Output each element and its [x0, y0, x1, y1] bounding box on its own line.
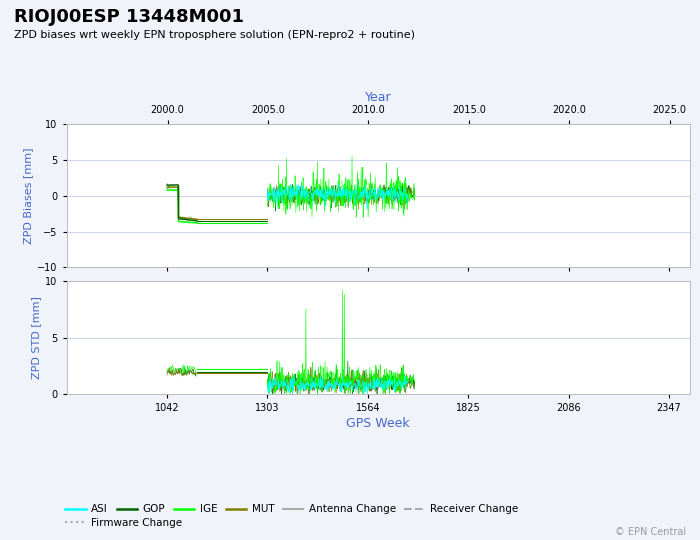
X-axis label: GPS Week: GPS Week: [346, 417, 410, 430]
Text: RIOJ00ESP 13448M001: RIOJ00ESP 13448M001: [14, 8, 244, 26]
X-axis label: Year: Year: [365, 91, 391, 104]
Y-axis label: ZPD STD [mm]: ZPD STD [mm]: [31, 296, 41, 379]
Text: © EPN Central: © EPN Central: [615, 527, 686, 537]
Text: ZPD biases wrt weekly EPN troposphere solution (EPN-repro2 + routine): ZPD biases wrt weekly EPN troposphere so…: [14, 30, 415, 40]
Legend: ASI, GOP, IGE, MUT, Antenna Change, Receiver Change: ASI, GOP, IGE, MUT, Antenna Change, Rece…: [61, 500, 522, 518]
Y-axis label: ZPD Biases [mm]: ZPD Biases [mm]: [23, 147, 33, 244]
Legend: Firmware Change: Firmware Change: [61, 514, 187, 532]
